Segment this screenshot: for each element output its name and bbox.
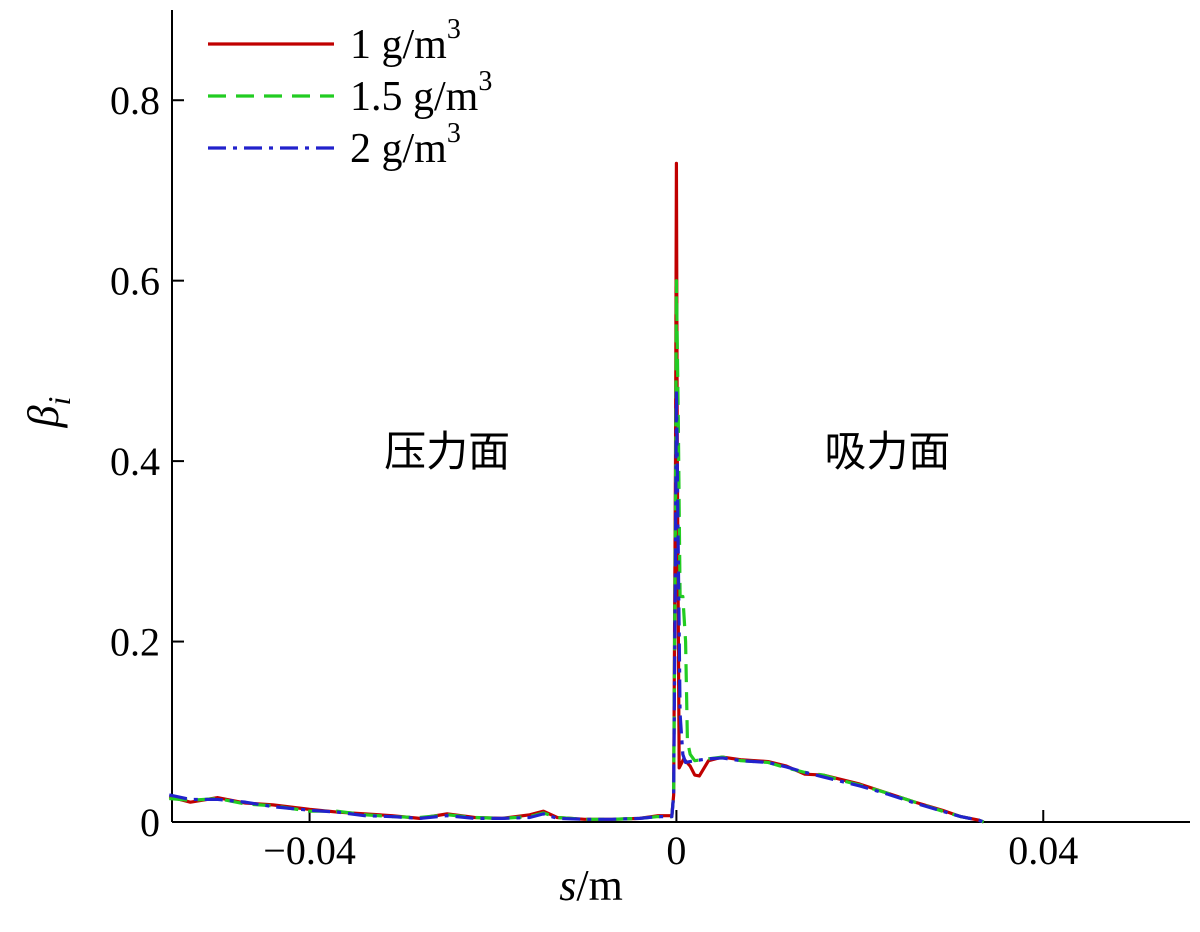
x-tick-label: 0 <box>666 828 686 873</box>
axes: 0 0.2 0.4 0.6 0.8 −0.04 0 0.04 s/m βi 压力面 吸力面 <box>19 10 1190 910</box>
y-axis-title: βi <box>19 397 77 429</box>
y-axis-sub: i <box>41 397 77 406</box>
x-axis-var: s <box>559 861 576 910</box>
annotation-label: 吸力面 <box>824 427 950 476</box>
legend-label-base: 1 g/m <box>350 22 447 68</box>
legend-label-sup: 3 <box>447 14 461 45</box>
annotation-label: 压力面 <box>384 427 510 476</box>
y-tick-label: 0.2 <box>110 620 160 665</box>
y-tick-label: 0.8 <box>110 78 160 123</box>
legend: 1 g/m31.5 g/m32 g/m3 <box>208 14 492 172</box>
legend-label-2: 1.5 g/m3 <box>350 66 492 120</box>
x-axis-title: s/m <box>559 861 623 910</box>
x-tick-label: 0.04 <box>1008 828 1078 873</box>
series-line-2 <box>169 279 985 824</box>
y-tick-label: 0.6 <box>110 259 160 304</box>
legend-label-sup: 3 <box>447 118 461 149</box>
y-tick-label: 0 <box>140 800 160 845</box>
x-axis-sep: / <box>576 861 589 910</box>
legend-label-1: 1 g/m3 <box>350 14 461 68</box>
series-line-1 <box>168 161 985 824</box>
legend-label-sup: 3 <box>478 66 492 97</box>
x-axis-unit: m <box>589 861 623 910</box>
y-tick-label: 0.4 <box>110 439 160 484</box>
legend-label-base: 2 g/m <box>350 126 447 172</box>
legend-label-3: 2 g/m3 <box>350 118 461 172</box>
x-tick-label: −0.04 <box>263 828 356 873</box>
series-line-3 <box>168 387 985 824</box>
y-axis-var: β <box>19 405 68 428</box>
series-layer <box>168 161 985 824</box>
legend-label-base: 1.5 g/m <box>350 74 479 120</box>
